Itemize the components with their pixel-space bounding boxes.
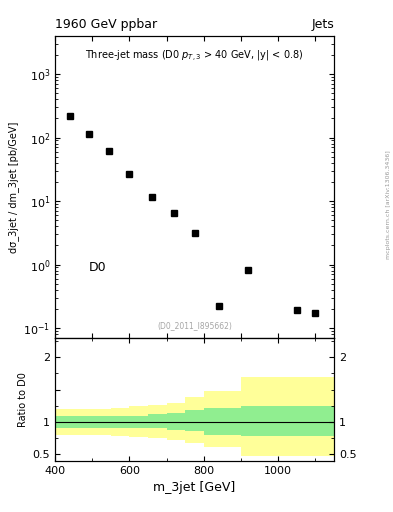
Text: (D0_2011_I895662): (D0_2011_I895662) [157,322,232,330]
Text: D0: D0 [88,262,106,274]
Text: Jets: Jets [311,18,334,31]
Text: mcplots.cern.ch [arXiv:1306.3436]: mcplots.cern.ch [arXiv:1306.3436] [386,151,391,259]
Text: Three-jet mass (D0 $p_{T,3}$ > 40 GeV, |y| < 0.8): Three-jet mass (D0 $p_{T,3}$ > 40 GeV, |… [85,48,304,62]
X-axis label: m_3jet [GeV]: m_3jet [GeV] [153,481,236,494]
Text: 1960 GeV ppbar: 1960 GeV ppbar [55,18,157,31]
Y-axis label: dσ_3jet / dm_3jet [pb/GeV]: dσ_3jet / dm_3jet [pb/GeV] [8,121,19,252]
Y-axis label: Ratio to D0: Ratio to D0 [18,372,28,427]
